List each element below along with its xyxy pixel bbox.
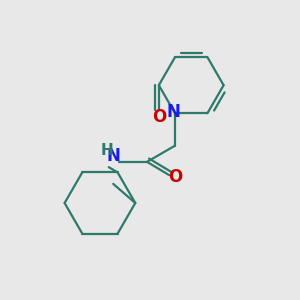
Text: O: O xyxy=(152,108,166,126)
Text: O: O xyxy=(169,168,183,186)
Text: N: N xyxy=(167,103,181,121)
Text: H: H xyxy=(100,143,113,158)
Text: N: N xyxy=(107,147,121,165)
